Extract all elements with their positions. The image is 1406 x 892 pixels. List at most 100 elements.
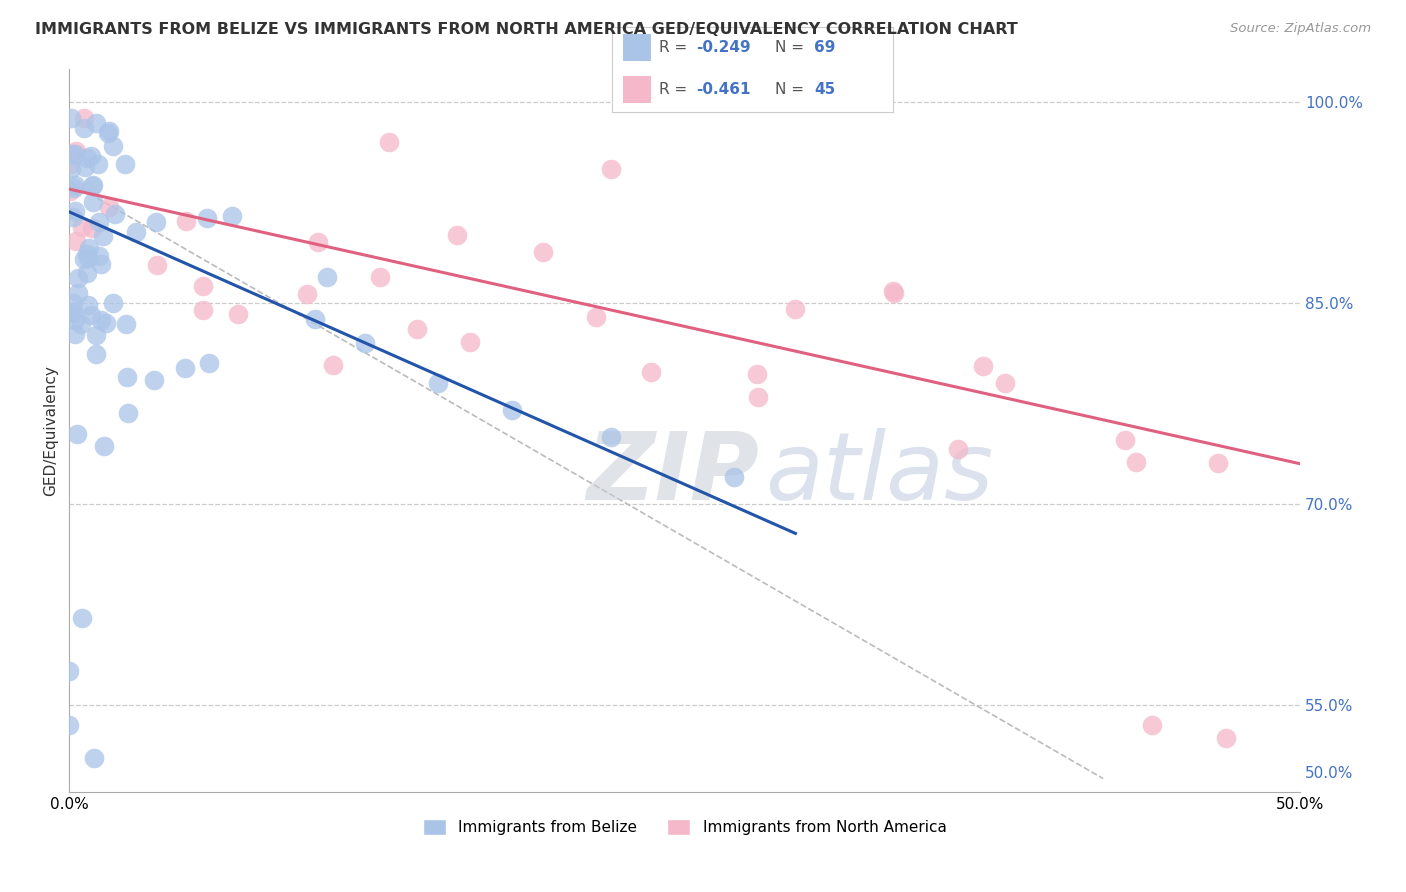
Point bbox=[63, 203, 86, 218]
Point bbox=[84, 347, 107, 361]
Text: 69: 69 bbox=[814, 39, 835, 54]
Point bbox=[946, 442, 969, 456]
Point bbox=[307, 235, 329, 250]
Point bbox=[972, 359, 994, 373]
Point bbox=[145, 215, 167, 229]
Point bbox=[90, 257, 112, 271]
Text: R =: R = bbox=[659, 82, 693, 97]
Point bbox=[82, 178, 104, 192]
Point bbox=[191, 279, 214, 293]
Point bbox=[83, 751, 105, 765]
Text: 45: 45 bbox=[814, 82, 835, 97]
Point bbox=[59, 306, 82, 320]
Text: N =: N = bbox=[775, 82, 808, 97]
Point bbox=[198, 356, 221, 370]
Point bbox=[77, 298, 100, 312]
Point bbox=[59, 111, 82, 125]
Point bbox=[221, 209, 243, 223]
Point bbox=[115, 370, 138, 384]
Point bbox=[76, 247, 98, 261]
Point bbox=[226, 307, 249, 321]
Point bbox=[745, 367, 768, 381]
Point bbox=[101, 138, 124, 153]
Point bbox=[304, 311, 326, 326]
Point bbox=[67, 270, 90, 285]
Point bbox=[59, 157, 82, 171]
Point bbox=[62, 181, 84, 195]
Point bbox=[66, 426, 89, 441]
Point bbox=[104, 207, 127, 221]
Bar bbox=[623, 76, 651, 103]
Point bbox=[93, 229, 115, 244]
Point bbox=[65, 235, 87, 249]
Point bbox=[143, 373, 166, 387]
Point bbox=[62, 295, 84, 310]
Point bbox=[63, 148, 86, 162]
Point bbox=[80, 178, 103, 193]
Point bbox=[62, 305, 84, 319]
Point bbox=[501, 403, 523, 417]
Point bbox=[58, 718, 80, 732]
Point bbox=[1114, 433, 1136, 447]
Point bbox=[84, 327, 107, 342]
Point bbox=[531, 244, 554, 259]
Point bbox=[146, 258, 169, 272]
Point bbox=[77, 241, 100, 255]
Point bbox=[883, 285, 905, 300]
Point bbox=[76, 251, 98, 265]
Text: Source: ZipAtlas.com: Source: ZipAtlas.com bbox=[1230, 22, 1371, 36]
Point bbox=[785, 301, 807, 316]
Point bbox=[84, 116, 107, 130]
Point bbox=[1125, 455, 1147, 469]
Point bbox=[67, 286, 90, 301]
Point bbox=[70, 317, 93, 331]
Point bbox=[994, 376, 1017, 391]
Point bbox=[115, 317, 138, 331]
Point bbox=[446, 227, 468, 242]
Point bbox=[103, 296, 125, 310]
Point bbox=[458, 334, 481, 349]
Point bbox=[73, 111, 96, 125]
Point bbox=[82, 194, 104, 209]
Point bbox=[93, 439, 115, 453]
Point bbox=[59, 161, 82, 176]
Point bbox=[59, 184, 82, 198]
Point bbox=[87, 249, 110, 263]
Text: -0.249: -0.249 bbox=[696, 39, 751, 54]
Point bbox=[882, 285, 904, 299]
Point bbox=[98, 124, 121, 138]
Text: atlas: atlas bbox=[765, 428, 993, 519]
Point bbox=[316, 269, 339, 284]
Point bbox=[70, 611, 93, 625]
Point bbox=[76, 151, 98, 165]
Point bbox=[72, 120, 94, 135]
Point bbox=[723, 470, 745, 484]
Point bbox=[114, 156, 136, 170]
Point bbox=[80, 308, 103, 322]
Point bbox=[125, 226, 148, 240]
Point bbox=[640, 365, 662, 379]
Bar bbox=[623, 34, 651, 61]
Point bbox=[87, 215, 110, 229]
Y-axis label: GED/Equivalency: GED/Equivalency bbox=[44, 365, 58, 496]
Point bbox=[63, 326, 86, 341]
Point bbox=[62, 211, 84, 225]
Point bbox=[585, 310, 607, 324]
Point bbox=[80, 220, 103, 235]
Legend: Immigrants from Belize, Immigrants from North America: Immigrants from Belize, Immigrants from … bbox=[423, 819, 946, 835]
Text: ZIP: ZIP bbox=[586, 427, 759, 520]
Point bbox=[63, 147, 86, 161]
Point bbox=[76, 266, 98, 280]
Point bbox=[174, 361, 197, 376]
Text: R =: R = bbox=[659, 39, 693, 54]
Text: IMMIGRANTS FROM BELIZE VS IMMIGRANTS FROM NORTH AMERICA GED/EQUIVALENCY CORRELAT: IMMIGRANTS FROM BELIZE VS IMMIGRANTS FRO… bbox=[35, 22, 1018, 37]
Point bbox=[63, 178, 86, 192]
Point bbox=[322, 358, 344, 372]
Point bbox=[58, 665, 80, 679]
Point bbox=[191, 302, 214, 317]
Point bbox=[195, 211, 218, 225]
Point bbox=[174, 214, 197, 228]
Point bbox=[65, 144, 87, 158]
Point bbox=[73, 252, 96, 266]
Point bbox=[59, 147, 82, 161]
